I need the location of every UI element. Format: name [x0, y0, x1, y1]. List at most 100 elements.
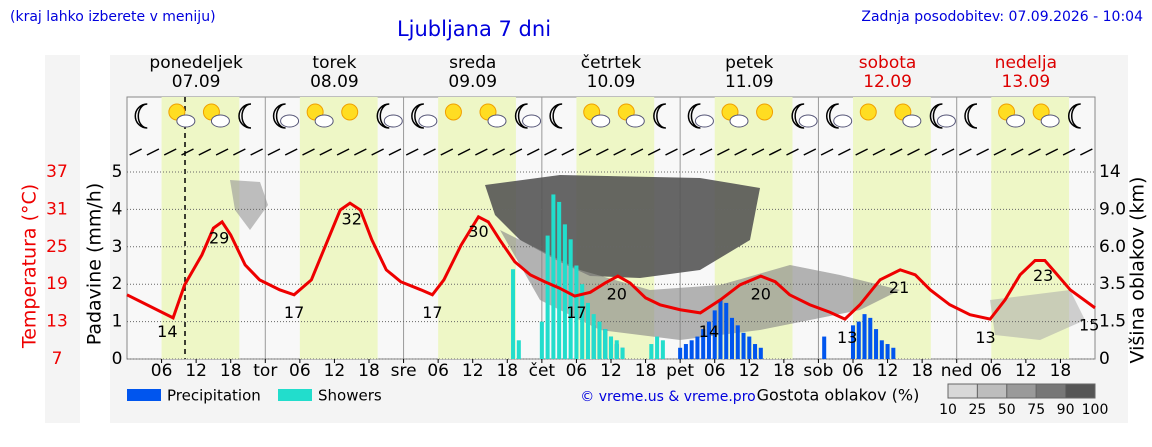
- wind-barb: [1010, 148, 1024, 156]
- wind-barb: [820, 148, 834, 156]
- day-date: 13.09: [1002, 72, 1051, 92]
- sun-icon: [341, 103, 359, 121]
- moon-icon: [964, 103, 978, 129]
- wind-barb: [388, 148, 402, 156]
- y-tick-label: 0: [112, 349, 123, 369]
- cloud-legend-cell: [1065, 383, 1096, 399]
- wind-barb: [889, 148, 903, 156]
- precip-bar: [614, 340, 619, 359]
- wind-barb: [475, 148, 488, 156]
- precip-bar: [568, 239, 573, 359]
- x-tick-label: 12: [324, 361, 346, 381]
- temp-extreme-label: 17: [566, 303, 586, 322]
- precip-bar: [735, 325, 740, 359]
- wind-barb: [734, 148, 747, 156]
- temp-extreme-label: 17: [422, 303, 442, 322]
- cloud-legend-tick: 25: [968, 402, 986, 418]
- precip-bar: [597, 321, 602, 359]
- wind-barb: [405, 148, 419, 156]
- cloud-icon: [314, 114, 334, 128]
- moon-icon: [238, 103, 252, 129]
- y-axis-title: Padavine (mm/h): [84, 183, 106, 346]
- moon-icon: [653, 103, 666, 129]
- cloud-icon: [522, 114, 542, 128]
- cloud-legend-tick: 50: [998, 402, 1016, 418]
- cloud-icon: [418, 114, 438, 128]
- legend-swatch: [278, 389, 312, 401]
- temp-extreme-label: 14: [699, 322, 719, 341]
- precip-bar: [758, 347, 763, 359]
- legend-swatch: [127, 389, 161, 401]
- x-tick-label: 18: [496, 361, 518, 381]
- wind-barb: [941, 148, 955, 156]
- wind-barb: [509, 148, 523, 156]
- x-tick-label: 18: [220, 361, 242, 381]
- precip-bar: [683, 344, 688, 359]
- wind-barb: [267, 148, 281, 156]
- x-tick-label: ned: [941, 361, 973, 381]
- x-tick-label: 06: [289, 361, 311, 381]
- wind-barb: [647, 148, 661, 156]
- cloud-icon: [833, 114, 853, 128]
- precip-bar: [620, 347, 625, 359]
- cloud-legend-tick: 100: [1082, 402, 1109, 418]
- cloud-icon: [210, 114, 230, 128]
- x-tick-label: 06: [842, 361, 864, 381]
- sun-icon: [756, 103, 774, 121]
- cloud-icon: [176, 114, 196, 128]
- temp-extreme-label: 23: [1033, 266, 1053, 285]
- temp-extreme-label: 32: [342, 210, 362, 229]
- x-tick-label: 06: [151, 361, 173, 381]
- temp-extreme-label: 17: [284, 303, 304, 322]
- daylight-band: [299, 97, 378, 359]
- wind-barb: [613, 148, 626, 156]
- precip-bar: [557, 201, 562, 359]
- y-tick-label: 3: [112, 237, 123, 257]
- x-tick-label: 06: [566, 361, 588, 381]
- t-tick-label: 31: [46, 199, 68, 219]
- day-name: nedelja: [995, 53, 1057, 73]
- precip-bar: [591, 314, 596, 359]
- wind-barb: [336, 148, 350, 156]
- y2-tick-label: 3.5: [1099, 274, 1126, 294]
- day-name: petek: [725, 53, 773, 73]
- cloud-icon: [1006, 114, 1026, 128]
- wind-barb: [907, 148, 920, 156]
- precip-bar: [891, 347, 896, 359]
- sun-icon: [859, 103, 877, 121]
- day-date: 07.09: [172, 72, 221, 92]
- temp-extreme-label: 13: [975, 328, 995, 347]
- wind-barb: [682, 148, 696, 156]
- temp-extreme-label: 13: [837, 328, 857, 347]
- x-tick-label: 12: [462, 361, 484, 381]
- updated: Zadnja posodobitev: 07.09.2026 - 10:04: [861, 9, 1143, 25]
- y-tick-label: 2: [112, 274, 123, 294]
- x-tick-label: 12: [1015, 361, 1037, 381]
- wind-barb: [1080, 148, 1093, 156]
- temp-extreme-label: 20: [751, 284, 771, 303]
- precip-bar: [689, 340, 694, 359]
- cloud-icon: [729, 114, 749, 128]
- precip-bar: [712, 310, 717, 359]
- legend-label: Showers: [318, 387, 382, 405]
- wind-barb: [163, 148, 177, 156]
- precip-bar: [701, 329, 706, 359]
- temp-extreme-label: 29: [209, 228, 229, 247]
- x-tick-label: 18: [635, 361, 657, 381]
- y2-tick-label: 6.0: [1099, 237, 1126, 257]
- page-title: Ljubljana 7 dni: [397, 17, 551, 41]
- cloud-legend-tick: 10: [939, 402, 957, 418]
- precip-bar: [850, 325, 856, 359]
- sun-icon: [444, 103, 462, 121]
- cloud-icon: [591, 114, 611, 128]
- daylight-band: [438, 97, 516, 359]
- day-name: četrtek: [581, 53, 642, 73]
- x-tick-label: pet: [666, 361, 694, 381]
- temp-axis-title: Temperatura (°C): [19, 184, 41, 349]
- precip-bar: [724, 302, 729, 359]
- precip-bar: [580, 284, 585, 359]
- cloud-icon: [936, 114, 956, 128]
- wind-barb: [578, 148, 592, 156]
- x-tick-label: sob: [803, 361, 833, 381]
- credit: © vreme.us & vreme.pro: [580, 389, 755, 405]
